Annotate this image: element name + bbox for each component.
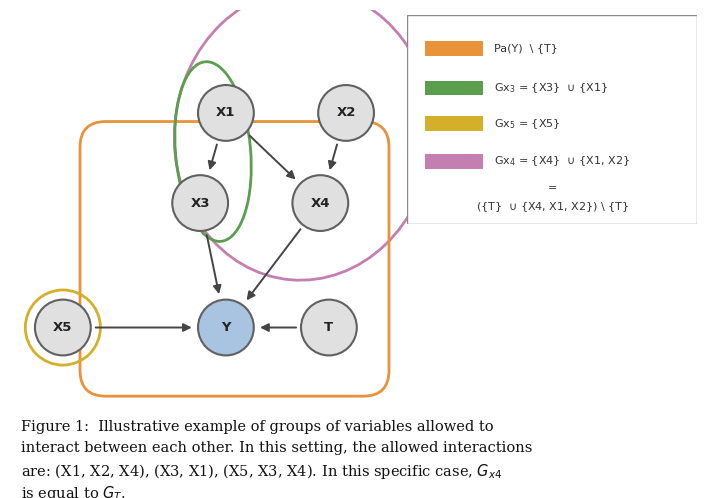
Text: is equal to $G_T$.: is equal to $G_T$. [21,484,126,498]
Text: Gx$_4$ = {X4}  $\cup$ {X1, X2}: Gx$_4$ = {X4} $\cup$ {X1, X2} [494,154,630,168]
Bar [425,81,483,96]
Circle shape [292,175,348,231]
Text: Pa(Y)  \ {T}: Pa(Y) \ {T} [494,43,558,53]
Text: ({T}  $\cup$ {X4, X1, X2}) \ {T}: ({T} $\cup$ {X4, X1, X2}) \ {T} [476,201,629,214]
Text: X2: X2 [336,107,355,120]
Bar [425,117,483,131]
Text: X3: X3 [190,197,210,210]
Circle shape [172,175,228,231]
Text: Gx$_3$ = {X3}  $\cup$ {X1}: Gx$_3$ = {X3} $\cup$ {X1} [494,81,608,95]
Text: X5: X5 [53,321,72,334]
Text: =: = [547,184,557,194]
Bar [425,154,483,169]
Circle shape [318,85,374,141]
Text: X1: X1 [216,107,236,120]
Text: interact between each other. In this setting, the allowed interactions: interact between each other. In this set… [21,441,532,455]
Text: X4: X4 [311,197,330,210]
Circle shape [35,300,91,356]
FancyBboxPatch shape [407,15,697,224]
Text: Y: Y [221,321,231,334]
Circle shape [198,85,253,141]
Circle shape [198,300,253,356]
Circle shape [301,300,357,356]
Text: are: (X1, X2, X4), (X3, X1), (X5, X3, X4). In this specific case, $G_{x4}$: are: (X1, X2, X4), (X3, X1), (X5, X3, X4… [21,463,503,482]
Text: Gx$_5$ = {X5}: Gx$_5$ = {X5} [494,117,561,130]
Text: Figure 1:  Illustrative example of groups of variables allowed to: Figure 1: Illustrative example of groups… [21,420,494,434]
Text: T: T [324,321,333,334]
Bar [425,41,483,56]
